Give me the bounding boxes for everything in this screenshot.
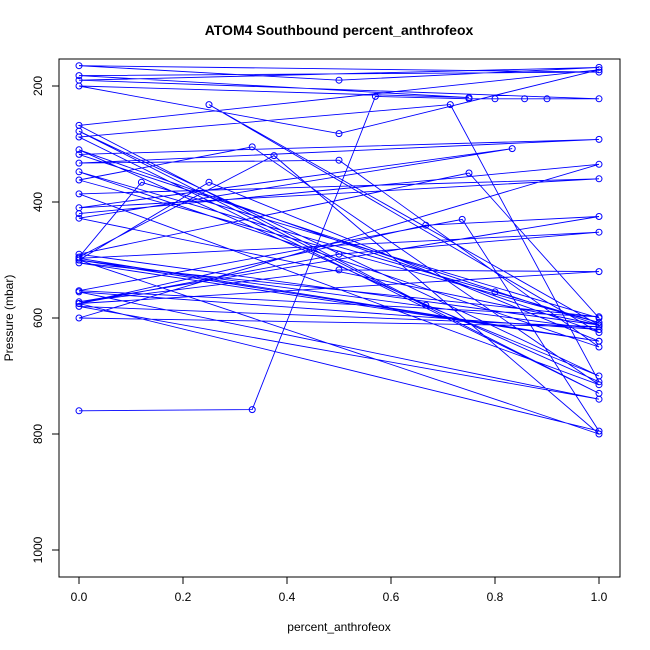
data-point [595,337,603,345]
y-axis: 200 400 600 800 1000 [31,76,60,563]
data-point [335,76,343,84]
data-point [465,169,473,177]
data-point [465,94,473,102]
data-point [508,145,516,153]
data-point [75,407,83,415]
data-point [595,175,603,183]
y-tick-label: 1000 [31,536,45,563]
data-point [422,221,430,229]
data-point [335,266,343,274]
data-point [458,215,466,223]
data-point [205,101,213,109]
data-point [75,72,83,80]
x-tick-label: 0.6 [383,590,400,604]
data-point [75,210,83,218]
data-point [248,406,256,414]
data-point [75,302,83,310]
series-line [77,65,601,435]
data-point [595,313,603,321]
data-point [595,213,603,220]
data-point [491,95,499,103]
x-tick-label: 1.0 [591,590,608,604]
data-point [446,101,454,109]
data-point [75,150,83,158]
data-point [75,146,83,154]
data-point [270,152,278,160]
data-point [75,214,83,222]
data-point [75,190,83,198]
data-point [422,301,430,309]
data-point [595,228,603,236]
data-point [595,95,603,103]
y-tick-label: 400 [31,192,45,212]
data-point [75,82,83,90]
data-point [595,395,603,403]
data-point [75,133,83,141]
y-tick-label: 800 [31,424,45,444]
data-point [595,68,603,76]
data-point [75,62,83,70]
data-point [595,427,603,435]
data-point [595,326,603,334]
data-point [595,135,603,143]
y-tick-label: 200 [31,76,45,96]
data-point [335,156,343,164]
x-tick-label: 0.2 [175,590,192,604]
data-point [248,143,256,151]
y-axis-label: Pressure (mbar) [2,275,16,362]
y-tick-label: 600 [31,308,45,328]
data-point [75,314,83,322]
series-layer [75,62,603,438]
data-point [543,95,551,103]
data-point [595,268,603,276]
x-axis-label: percent_anthrofeox [287,620,390,634]
data-point [75,256,83,264]
data-point [75,259,83,267]
data-point [595,160,603,168]
data-point [521,95,529,103]
data-point [75,176,83,184]
data-point [75,300,83,307]
data-point [205,178,213,186]
data-point [595,63,603,71]
chart-title: ATOM4 Southbound percent_anthrofeox [205,22,474,38]
data-point [595,66,603,74]
data-point [595,381,603,389]
data-point [335,250,343,258]
x-tick-label: 0.8 [487,590,504,604]
data-point [371,92,379,100]
data-point [595,378,603,386]
data-point [75,168,83,176]
x-tick-label: 0.0 [71,590,88,604]
data-point [75,288,83,296]
data-point [595,323,603,331]
data-point [75,159,83,167]
x-tick-label: 0.4 [279,590,296,604]
x-axis: 0.0 0.2 0.4 0.6 0.8 1.0 [71,576,608,604]
data-point [595,430,603,438]
data-point [491,288,499,296]
data-point [335,130,343,138]
data-point [137,178,145,186]
